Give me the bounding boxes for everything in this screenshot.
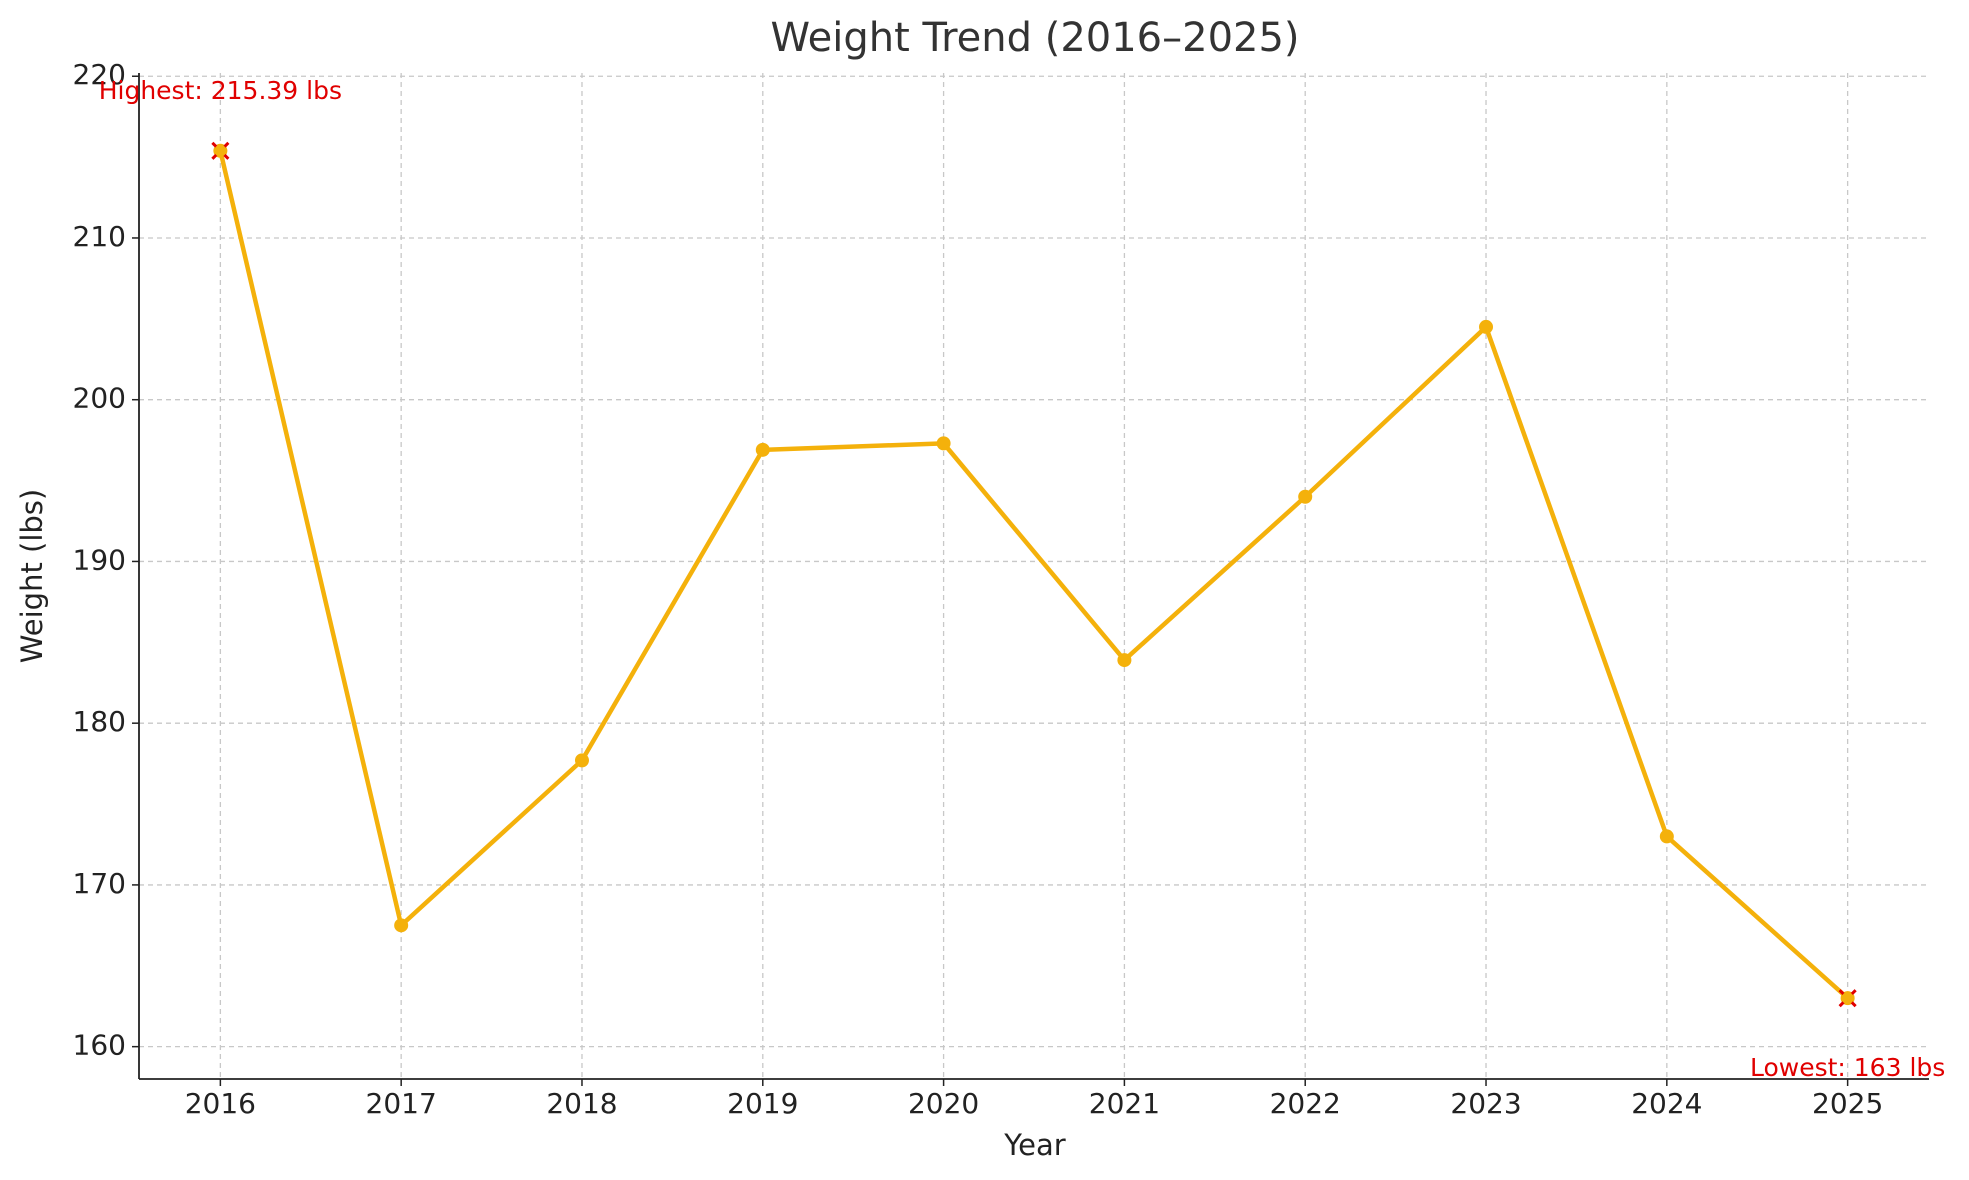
- data-line: [218, 150, 1850, 1000]
- data-point-overlay: [214, 144, 227, 157]
- annotation: Lowest: 163 lbs: [1750, 1053, 1945, 1082]
- y-tick-label: 160: [73, 1029, 126, 1062]
- data-point: [394, 918, 409, 933]
- x-tick-label: 2019: [727, 1087, 798, 1120]
- x-tick-label: 2018: [546, 1087, 617, 1120]
- x-tick-label: 2021: [1089, 1087, 1160, 1120]
- data-point: [574, 753, 589, 768]
- x-tick-label: 2025: [1812, 1087, 1883, 1120]
- x-tick-label: 2024: [1631, 1087, 1702, 1120]
- y-axis-label: Weight (lbs): [15, 489, 49, 663]
- data-point: [1117, 653, 1132, 668]
- chart-title: Weight Trend (2016–2025): [770, 15, 1299, 61]
- x-tick-label: 2020: [908, 1087, 979, 1120]
- data-point: [1298, 489, 1313, 504]
- y-tick-label: 210: [73, 220, 126, 253]
- data-point: [1479, 319, 1494, 334]
- data-point: [755, 442, 770, 457]
- y-tick-label: 220: [73, 58, 126, 91]
- data-point: [936, 436, 951, 451]
- y-tick-label: 190: [73, 543, 126, 576]
- y-tick-label: 180: [73, 705, 126, 738]
- data-point: [1659, 829, 1674, 844]
- annotation: Highest: 215.39 lbs: [99, 76, 342, 105]
- x-axis-label: Year: [1003, 1128, 1065, 1162]
- y-tick-label: 170: [73, 867, 126, 900]
- x-tick-label: 2017: [366, 1087, 437, 1120]
- x-tick-label: 2016: [185, 1087, 256, 1120]
- y-tick-label: 200: [73, 382, 126, 415]
- x-tick-label: 2023: [1450, 1087, 1521, 1120]
- data-point-overlay: [1841, 992, 1854, 1005]
- x-tick-label: 2022: [1270, 1087, 1341, 1120]
